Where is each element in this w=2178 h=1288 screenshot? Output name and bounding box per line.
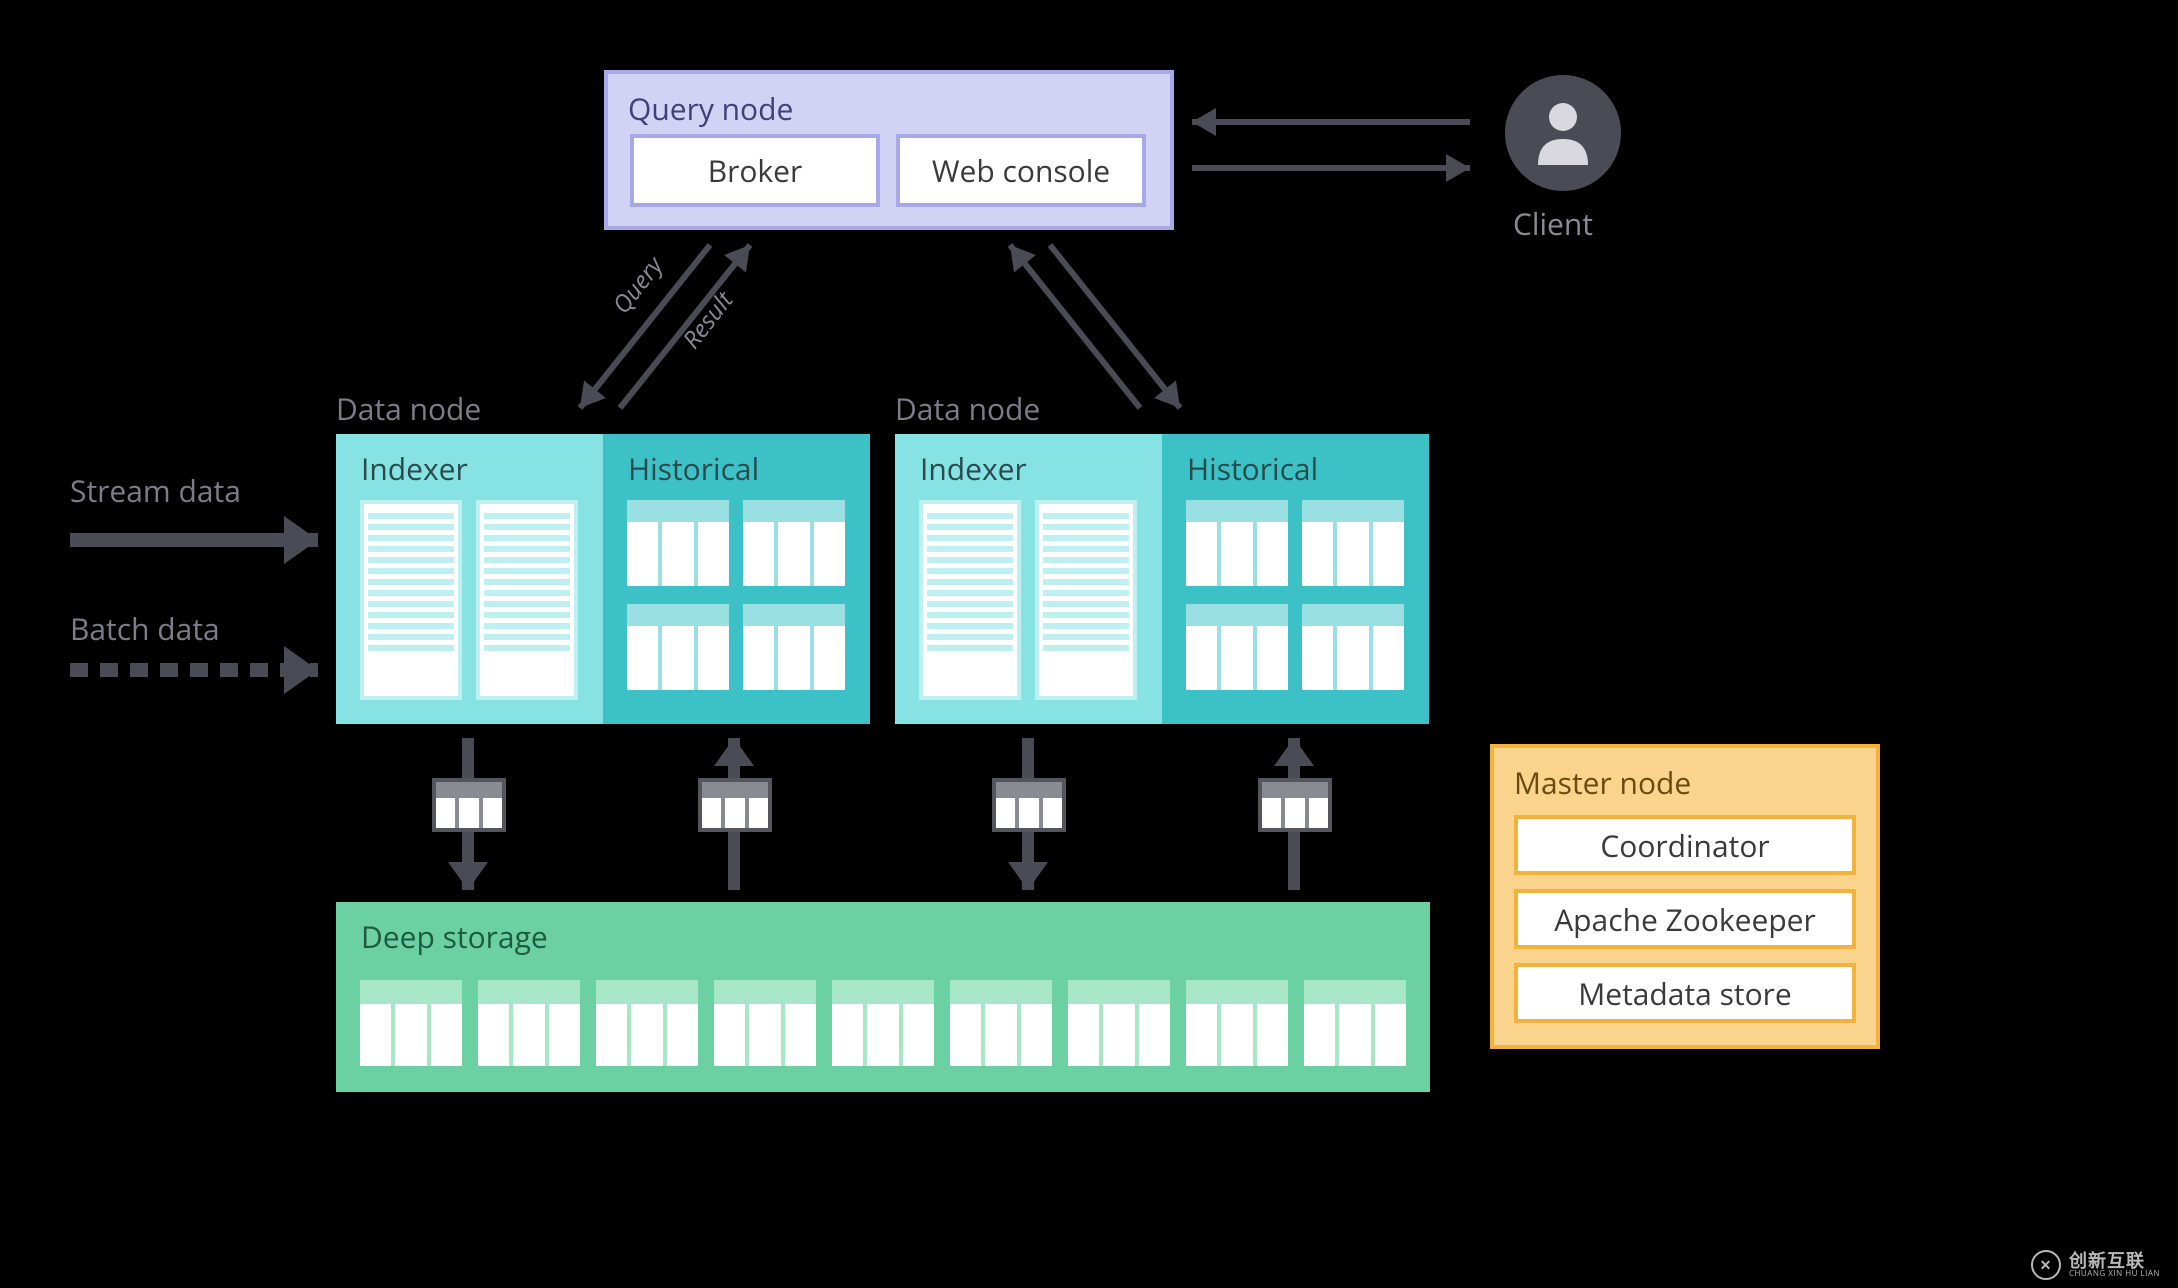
storage-segment-icon: [714, 980, 816, 1066]
storage-segment-icon: [832, 980, 934, 1066]
deep-storage-label: Deep storage: [361, 916, 548, 957]
historical-panel: Historical: [1162, 434, 1429, 724]
segment-table-icon: [1186, 500, 1288, 586]
watermark-logo-icon: ✕: [2031, 1250, 2061, 1280]
query-node: Query node BrokerWeb console: [604, 70, 1174, 230]
master-node-title: Master node: [1514, 762, 1856, 803]
client-avatar-icon: [1505, 75, 1621, 191]
segment-table-icon: [743, 604, 845, 690]
watermark-subtext: CHUANG XIN HU LIAN: [2069, 1270, 2160, 1278]
indexer-stream-icon: [476, 500, 578, 700]
storage-segment-icon: [950, 980, 1052, 1066]
data-node-title: Data node: [895, 388, 1040, 429]
master-sub-metadata-store: Metadata store: [1514, 963, 1856, 1023]
segment-table-icon: [627, 500, 729, 586]
data-node: Indexer Historical: [895, 434, 1429, 724]
master-sub-apache-zookeeper: Apache Zookeeper: [1514, 889, 1856, 949]
storage-segment-icon: [1068, 980, 1170, 1066]
data-node-title: Data node: [336, 388, 481, 429]
historical-panel: Historical: [603, 434, 870, 724]
segment-icon: [1258, 778, 1332, 832]
segment-icon: [992, 778, 1066, 832]
indexer-panel: Indexer: [336, 434, 603, 724]
segment-table-icon: [1302, 500, 1404, 586]
indexer-stream-icon: [1035, 500, 1137, 700]
indexer-label: Indexer: [920, 448, 1027, 489]
deep-storage: Deep storage: [336, 902, 1430, 1092]
historical-label: Historical: [628, 448, 759, 489]
watermark: ✕创新互联CHUANG XIN HU LIAN: [2031, 1250, 2160, 1280]
stream-data-label: Stream data: [70, 470, 241, 511]
client-label: Client: [1513, 203, 1593, 244]
storage-segment-icon: [360, 980, 462, 1066]
indexer-stream-icon: [919, 500, 1021, 700]
storage-segment-icon: [478, 980, 580, 1066]
indexer-stream-icon: [360, 500, 462, 700]
segment-table-icon: [1302, 604, 1404, 690]
storage-segment-icon: [1186, 980, 1288, 1066]
storage-segment-icon: [596, 980, 698, 1066]
segment-table-icon: [627, 604, 729, 690]
indexer-panel: Indexer: [895, 434, 1162, 724]
web-console-box: Web console: [896, 134, 1146, 207]
segment-table-icon: [743, 500, 845, 586]
storage-segment-icon: [1304, 980, 1406, 1066]
segment-table-icon: [1186, 604, 1288, 690]
indexer-label: Indexer: [361, 448, 468, 489]
data-node: Indexer Historical: [336, 434, 870, 724]
master-sub-coordinator: Coordinator: [1514, 815, 1856, 875]
segment-icon: [432, 778, 506, 832]
historical-label: Historical: [1187, 448, 1318, 489]
broker-box: Broker: [630, 134, 880, 207]
master-node: Master node Coordinator Apache Zookeeper Me…: [1490, 744, 1880, 1049]
segment-icon: [698, 778, 772, 832]
query-node-title: Query node: [628, 88, 1150, 129]
